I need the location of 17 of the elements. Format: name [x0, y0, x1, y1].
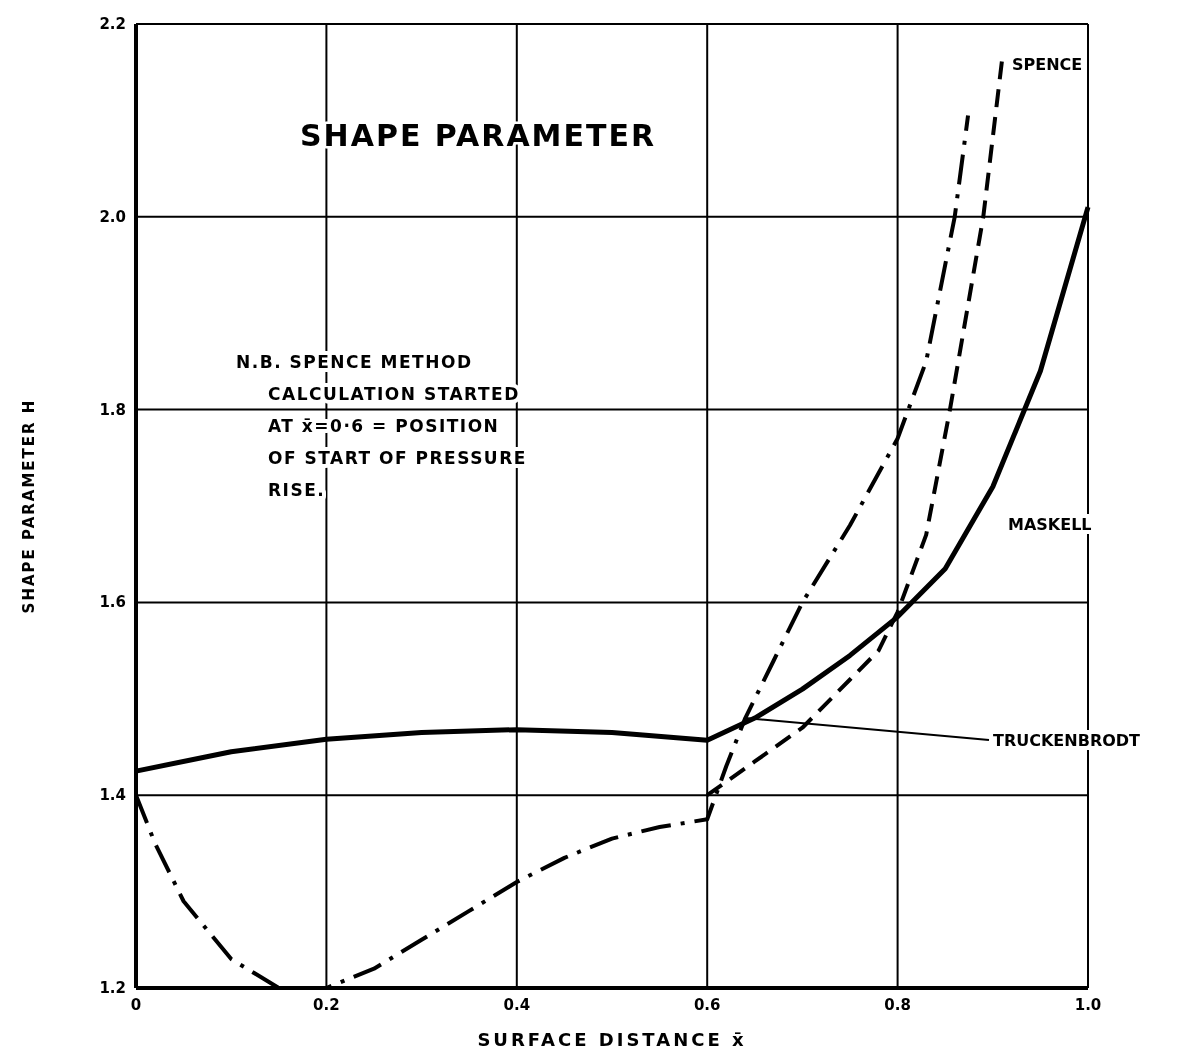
x-axis-title: SURFACE DISTANCE x̄	[477, 1029, 747, 1050]
series-label: MASKELL	[1008, 515, 1092, 534]
y-tick-label: 1.4	[99, 786, 126, 805]
x-tick-label: 0.2	[313, 996, 340, 1014]
y-tick-label: 1.8	[99, 400, 126, 419]
series-label: SPENCE	[1012, 55, 1083, 74]
y-axis-title: SHAPE PARAMETER H	[20, 398, 38, 614]
text: TRUCKENBRODT	[993, 731, 1141, 750]
x-tick-label: 1.0	[1074, 996, 1102, 1014]
y-tick-label: 2.0	[99, 207, 126, 226]
x-tick-label: 0.8	[884, 996, 911, 1014]
x-tick-label: 0.6	[693, 996, 721, 1014]
y-tick-label: 2.2	[99, 15, 126, 33]
y-tick-label: 1.2	[99, 979, 126, 997]
x-tick-label: 0	[130, 996, 142, 1014]
y-tick-label: 1.6	[99, 593, 126, 612]
x-tick-label: 0.4	[503, 996, 531, 1014]
